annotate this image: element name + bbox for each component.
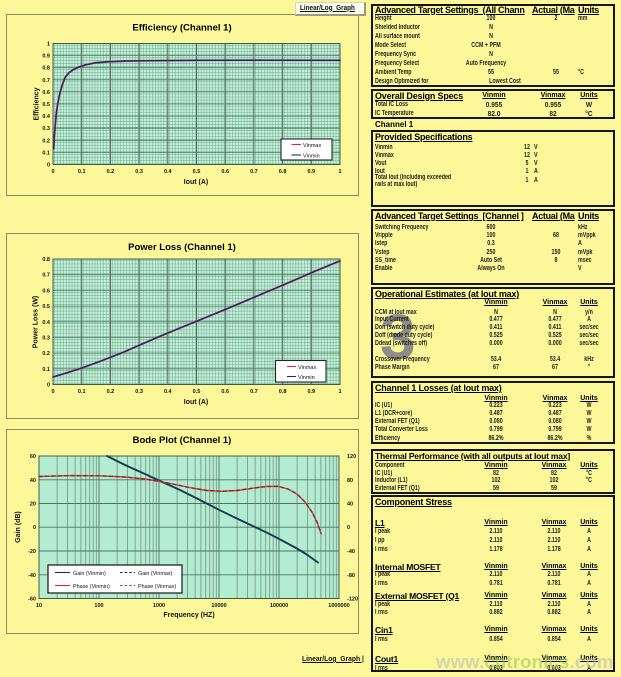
svg-text:0.6: 0.6 [221, 169, 229, 175]
svg-text:Gain (dB): Gain (dB) [15, 511, 22, 543]
svg-text:0.8: 0.8 [42, 257, 50, 263]
svg-text:0.5: 0.5 [193, 169, 201, 175]
svg-text:0.7: 0.7 [250, 389, 258, 395]
svg-text:Frequency (HZ): Frequency (HZ) [163, 612, 214, 619]
svg-text:-80: -80 [347, 573, 355, 579]
svg-text:0.9: 0.9 [307, 169, 315, 175]
svg-text:0.4: 0.4 [42, 114, 51, 120]
svg-text:120: 120 [347, 454, 356, 460]
svg-text:0.3: 0.3 [135, 169, 143, 175]
svg-text:40: 40 [30, 478, 36, 484]
svg-text:0.4: 0.4 [42, 320, 51, 326]
svg-text:0.4: 0.4 [164, 169, 173, 175]
svg-text:0.2: 0.2 [42, 351, 50, 357]
svg-text:100000: 100000 [270, 603, 288, 609]
svg-text:0.8: 0.8 [279, 389, 287, 395]
svg-text:0.5: 0.5 [42, 102, 50, 108]
svg-text:Phase (Vinmax): Phase (Vinmax) [138, 584, 176, 590]
svg-text:20: 20 [30, 502, 36, 508]
svg-text:0.1: 0.1 [78, 389, 86, 395]
svg-text:0.7: 0.7 [42, 273, 50, 279]
svg-text:0.7: 0.7 [250, 169, 258, 175]
svg-text:0.2: 0.2 [107, 389, 115, 395]
svg-text:Power Loss (Channel 1): Power Loss (Channel 1) [128, 242, 236, 253]
svg-text:-20: -20 [28, 549, 36, 555]
svg-text:Efficiency: Efficiency [34, 87, 41, 120]
svg-text:0.6: 0.6 [42, 90, 50, 96]
svg-text:0.1: 0.1 [42, 367, 50, 373]
svg-text:0.4: 0.4 [164, 389, 173, 395]
svg-text:-60: -60 [28, 597, 36, 603]
svg-text:1: 1 [47, 42, 50, 48]
svg-text:0.1: 0.1 [42, 150, 50, 156]
svg-text:Vinmin: Vinmin [303, 153, 320, 159]
svg-text:0.3: 0.3 [42, 126, 50, 132]
svg-text:0.2: 0.2 [107, 169, 115, 175]
svg-text:0: 0 [47, 163, 50, 169]
svg-text:40: 40 [347, 502, 353, 508]
svg-text:0.5: 0.5 [42, 304, 50, 310]
svg-text:10000: 10000 [211, 603, 226, 609]
svg-text:1000000: 1000000 [328, 603, 349, 609]
svg-text:-40: -40 [28, 573, 36, 579]
svg-text:0.6: 0.6 [221, 389, 229, 395]
svg-text:0: 0 [33, 525, 36, 531]
svg-text:Efficiency (Channel 1): Efficiency (Channel 1) [132, 23, 231, 34]
svg-text:1000: 1000 [153, 603, 165, 609]
svg-text:0.8: 0.8 [42, 66, 50, 72]
svg-text:1: 1 [338, 389, 341, 395]
svg-text:0: 0 [51, 389, 54, 395]
svg-text:100: 100 [94, 603, 103, 609]
svg-text:Iout (A): Iout (A) [184, 399, 209, 406]
svg-text:0.5: 0.5 [193, 389, 201, 395]
svg-text:Iout (A): Iout (A) [184, 179, 209, 186]
svg-text:0.1: 0.1 [78, 169, 86, 175]
svg-text:-120: -120 [347, 597, 358, 603]
svg-text:80: 80 [347, 478, 353, 484]
svg-text:Vinmin: Vinmin [298, 375, 315, 381]
svg-text:10: 10 [36, 603, 42, 609]
svg-text:0.8: 0.8 [279, 169, 287, 175]
svg-text:0.7: 0.7 [42, 78, 50, 84]
svg-text:Bode Plot (Channel 1): Bode Plot (Channel 1) [133, 435, 232, 446]
svg-text:0.9: 0.9 [307, 389, 315, 395]
svg-text:Power Loss (W): Power Loss (W) [33, 296, 40, 349]
svg-text:Gain (Vinmin): Gain (Vinmin) [73, 571, 106, 577]
svg-text:0.9: 0.9 [42, 54, 50, 60]
svg-text:Gain (Vinmax): Gain (Vinmax) [138, 571, 173, 577]
svg-text:0: 0 [347, 525, 350, 531]
svg-text:0.6: 0.6 [42, 288, 50, 294]
svg-text:0.2: 0.2 [42, 138, 50, 144]
svg-text:Vinmax: Vinmax [298, 365, 316, 371]
svg-text:Vinmax: Vinmax [303, 143, 321, 149]
svg-text:Phase (Vinmin): Phase (Vinmin) [73, 584, 110, 590]
svg-text:0.3: 0.3 [135, 389, 143, 395]
svg-text:0: 0 [51, 169, 54, 175]
svg-text:0: 0 [47, 383, 50, 389]
svg-text:1: 1 [338, 169, 341, 175]
svg-text:60: 60 [30, 454, 36, 460]
svg-text:-40: -40 [347, 549, 355, 555]
svg-text:0.3: 0.3 [42, 335, 50, 341]
